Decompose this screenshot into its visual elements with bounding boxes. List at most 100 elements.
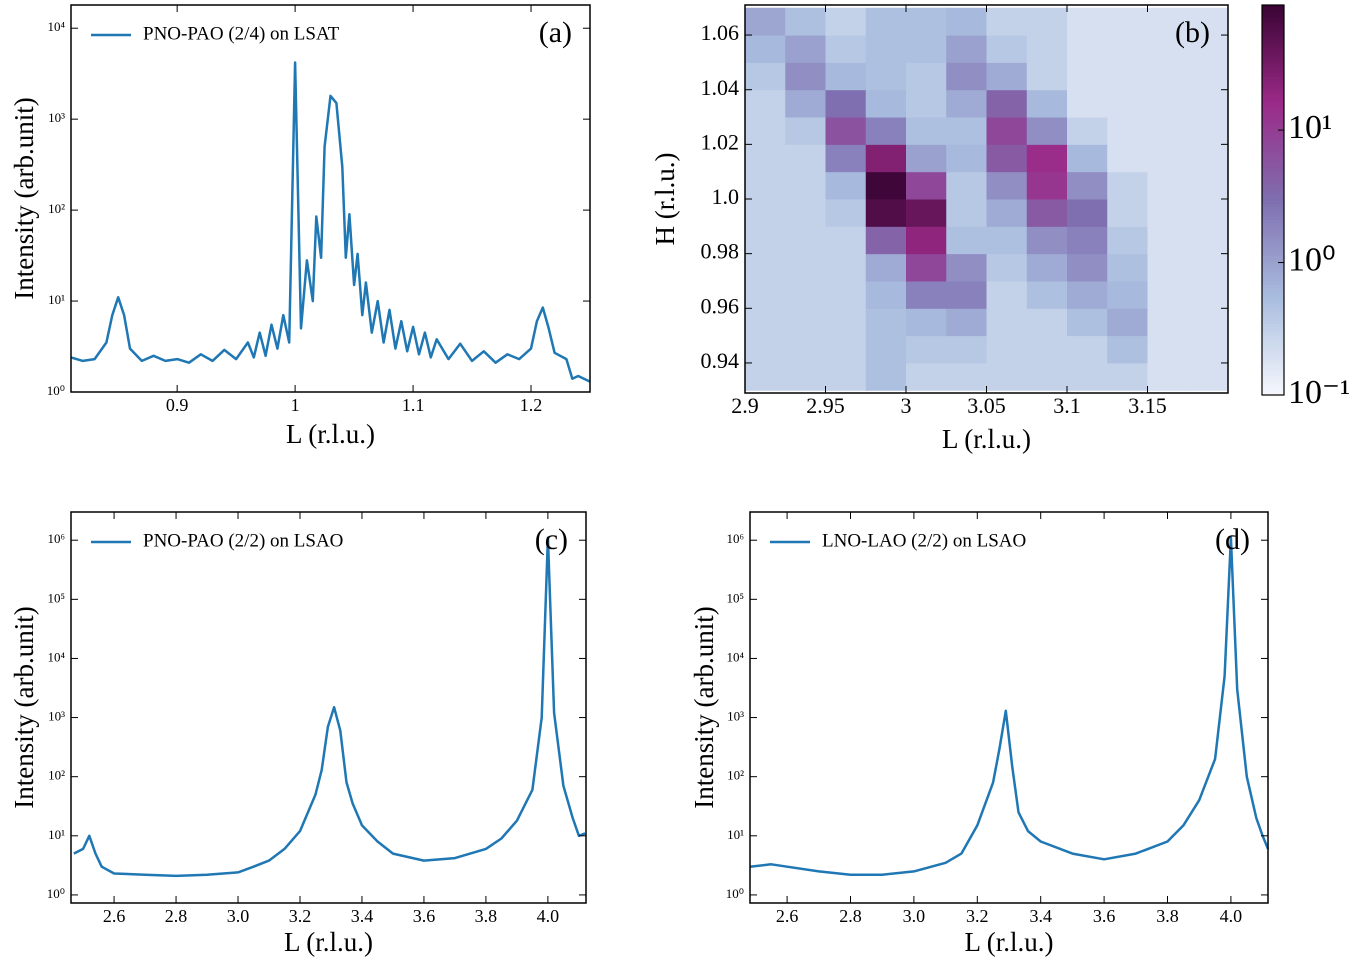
heat-cell: [1187, 89, 1229, 118]
y-tick-label: 10¹: [48, 827, 65, 842]
colorbar-step: [1262, 180, 1284, 185]
legend-label: PNO-PAO (2/4) on LSAT: [143, 23, 340, 44]
colorbar-step: [1262, 144, 1284, 149]
heat-cell: [906, 199, 947, 227]
y-tick-label: 10⁰: [47, 886, 65, 901]
colorbar-step: [1262, 128, 1284, 133]
heat-cell: [825, 335, 867, 364]
colorbar-step: [1262, 105, 1284, 110]
heat-cell: [1067, 117, 1108, 145]
colorbar-step: [1262, 118, 1284, 123]
colorbar-step: [1262, 209, 1284, 214]
y-tick-label: 10²: [48, 201, 65, 216]
heat-cell: [785, 89, 826, 118]
heat-cell: [745, 35, 786, 63]
data-line: [73, 536, 586, 878]
heat-cell: [986, 117, 1028, 145]
colorbar-step: [1262, 148, 1284, 152]
colorbar-step: [1262, 8, 1284, 12]
heat-cell: [946, 7, 987, 36]
x-axis-label: L (r.l.u.): [965, 927, 1054, 957]
x-tick-label: 4.0: [537, 906, 560, 926]
colorbar-step: [1262, 274, 1284, 279]
colorbar-step: [1262, 5, 1284, 9]
heat-cell: [745, 7, 786, 36]
heat-cell: [1147, 144, 1189, 173]
x-tick-label: 3.0: [903, 906, 926, 926]
x-tick-label: 2.6: [103, 906, 126, 926]
heat-cell: [825, 117, 867, 145]
heat-cell: [946, 199, 987, 227]
heat-cell: [1187, 253, 1229, 282]
heat-cell: [1107, 362, 1148, 391]
heat-cell: [785, 7, 826, 36]
x-tick-label: 3.05: [967, 393, 1006, 418]
colorbar-step: [1262, 141, 1284, 146]
colorbar-step: [1262, 89, 1284, 94]
heat-cell: [1026, 253, 1068, 282]
x-axis-label: L (r.l.u.): [284, 927, 373, 957]
colorbar-step: [1262, 76, 1284, 81]
heat-cell: [1026, 280, 1068, 309]
colorbar-step: [1262, 271, 1284, 276]
heat-cell: [865, 308, 907, 337]
heat-cell: [825, 226, 867, 255]
colorbar-tick-label: 10⁰: [1288, 241, 1336, 278]
x-tick-label: 3.2: [289, 906, 312, 926]
colorbar-step: [1262, 372, 1284, 376]
heat-cell: [906, 35, 947, 63]
heat-cell: [1026, 199, 1068, 227]
heat-cell: [865, 362, 907, 391]
heat-cell: [1026, 171, 1068, 200]
heat-cell: [1187, 280, 1229, 309]
heat-cell: [1147, 117, 1189, 145]
y-tick-label: 10³: [48, 709, 65, 724]
x-axis-label: L (r.l.u.): [942, 424, 1031, 454]
heat-cell: [1067, 280, 1108, 309]
colorbar-step: [1262, 287, 1284, 292]
y-tick-label: 10¹: [727, 827, 744, 842]
panel-label: (d): [1215, 523, 1250, 556]
colorbar-step: [1262, 317, 1284, 321]
heat-cell: [986, 35, 1028, 63]
heat-cell: [865, 35, 907, 63]
colorbar-step: [1262, 131, 1284, 136]
heat-cell: [1107, 335, 1148, 364]
x-tick-label: 3.0: [227, 906, 250, 926]
colorbar-step: [1262, 34, 1284, 38]
heat-cell: [1187, 117, 1229, 145]
y-tick-label: 10³: [48, 110, 65, 125]
heat-cell: [745, 171, 786, 200]
axes-frame: [70, 4, 591, 393]
heat-cell: [946, 62, 987, 91]
heat-cell: [865, 117, 907, 145]
heat-cell: [865, 7, 907, 36]
colorbar-step: [1262, 70, 1284, 74]
colorbar-step: [1262, 232, 1284, 237]
colorbar-step: [1262, 300, 1284, 305]
colorbar-step: [1262, 157, 1284, 162]
heat-cell: [1187, 35, 1229, 63]
y-tick-label: 1.04: [701, 75, 740, 100]
colorbar-step: [1262, 346, 1284, 350]
heat-cell: [1107, 280, 1148, 309]
colorbar-step: [1262, 31, 1284, 35]
heat-cell: [1187, 62, 1229, 91]
x-axis-label: L (r.l.u.): [286, 419, 375, 449]
colorbar-step: [1262, 164, 1284, 168]
colorbar-step: [1262, 96, 1284, 100]
heat-cell: [906, 89, 947, 118]
heat-cell: [1107, 35, 1148, 63]
heat-cell: [1067, 308, 1108, 337]
panel-label: (a): [539, 16, 572, 49]
colorbar-step: [1262, 258, 1284, 263]
heat-cell: [906, 7, 947, 36]
y-tick-label: 1.06: [701, 20, 740, 45]
colorbar-step: [1262, 216, 1284, 220]
colorbar-step: [1262, 60, 1284, 64]
heat-cell: [906, 226, 947, 255]
heat-cell: [1026, 62, 1068, 91]
data-line: [749, 536, 1270, 876]
heat-cell: [1067, 335, 1108, 364]
heat-cell: [1147, 226, 1189, 255]
